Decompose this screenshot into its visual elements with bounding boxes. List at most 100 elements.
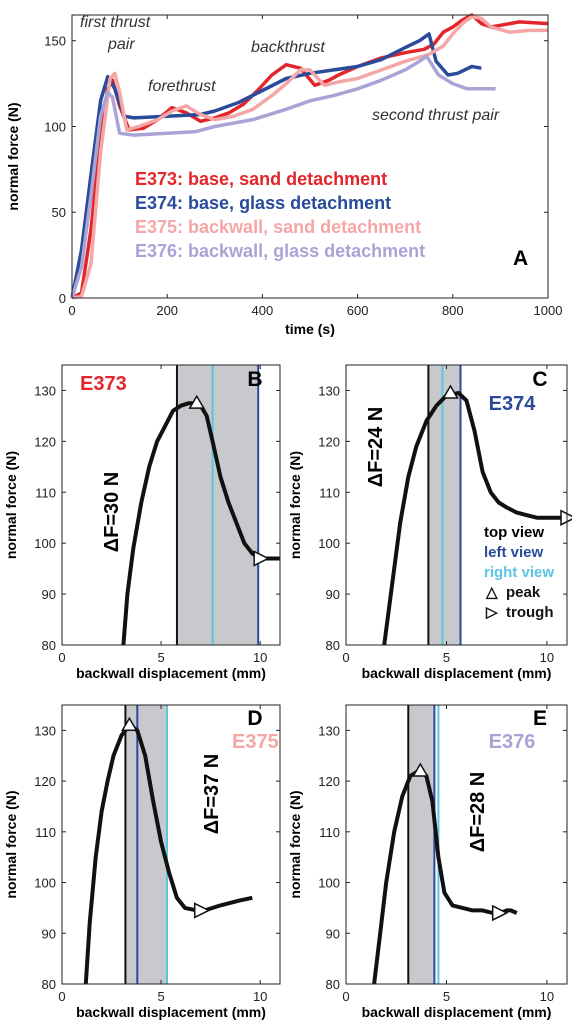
- panel-d: 0 5 10 80 90 100 110 120 130 backwall displacemen…: [3, 704, 281, 1020]
- key-trough-label: trough: [506, 604, 553, 621]
- legend-entry: E376: backwall, glass detachment: [135, 241, 425, 261]
- x-tick-label: 1000: [534, 303, 563, 318]
- x-tick-label: 10: [540, 989, 554, 1004]
- panel-c: 0 5 10 80 90 100 110 120 130 backwall displacemen…: [287, 364, 572, 681]
- force-curve: [382, 391, 567, 646]
- y-tick-label: 90: [326, 587, 340, 602]
- series-line-e376: [70, 54, 496, 299]
- trough-marker: [253, 550, 270, 567]
- experiment-label: E374: [489, 393, 537, 415]
- x-tick-label: 800: [442, 303, 464, 318]
- y-tick-label: 90: [42, 587, 56, 602]
- x-tick-label: 400: [252, 303, 274, 318]
- y-tick-label: 90: [42, 926, 56, 941]
- legend-entry: E375: backwall, sand detachment: [135, 217, 421, 237]
- delta-force-label: ΔF=24 N: [365, 407, 387, 488]
- y-tick-label: 110: [35, 825, 56, 840]
- y-tick-label: 80: [326, 977, 340, 992]
- key-peak-symbol: △: [485, 584, 498, 601]
- y-tick-label: 110: [319, 485, 340, 500]
- y-tick-label: 130: [318, 723, 340, 738]
- y-tick-label: 80: [326, 638, 340, 653]
- y-axis-label: normal force (N): [5, 102, 21, 210]
- key-right-view: right view: [484, 564, 554, 581]
- plot-area: [346, 705, 567, 984]
- force-curve: [83, 723, 253, 985]
- x-tick-label: 10: [253, 989, 267, 1004]
- y-tick-label: 100: [34, 876, 56, 891]
- axes-frame: [61, 364, 281, 646]
- key-peak-label: peak: [506, 584, 541, 601]
- panel-label: A: [513, 247, 528, 270]
- y-tick-label: 130: [34, 723, 56, 738]
- x-tick-label: 5: [443, 989, 450, 1004]
- x-axis-label: time (s): [285, 321, 335, 337]
- plot-area: [72, 15, 548, 298]
- delta-force-label: ΔF=28 N: [467, 772, 489, 853]
- annotation-backthrust: backthrust: [251, 39, 325, 56]
- y-tick-label: 120: [34, 774, 56, 789]
- y-tick-label: 80: [42, 977, 56, 992]
- key-left-view: left view: [484, 544, 544, 561]
- series-line-e375: [71, 14, 548, 300]
- legend-entry: E373: base, sand detachment: [135, 169, 387, 189]
- x-tick-label: 0: [58, 989, 65, 1004]
- delta-force-label: ΔF=30 N: [101, 472, 123, 553]
- annotation-forethrust: forethrust: [148, 78, 216, 95]
- y-tick-label: 100: [34, 536, 56, 551]
- experiment-label: E376: [489, 731, 536, 753]
- trough-marker: [491, 904, 509, 922]
- peak-marker: [188, 394, 206, 409]
- key-top-view: top view: [484, 524, 544, 541]
- key-trough-symbol: ▷: [485, 604, 499, 621]
- y-tick-label: 50: [52, 205, 66, 220]
- annotation-second-thrust-pair: second thrust pair: [372, 107, 500, 124]
- x-axis-label: backwall displacement (mm): [362, 1004, 552, 1020]
- y-tick-label: 120: [318, 774, 340, 789]
- annotation-first-thrust: first thrust: [80, 14, 151, 31]
- panel-label: D: [247, 707, 262, 730]
- axes-frame: [345, 364, 568, 646]
- panel-e: 0 5 10 80 90 100 110 120 130 backwall displacemen…: [287, 704, 568, 1020]
- trough-marker: [193, 902, 211, 919]
- x-tick-label: 0: [58, 650, 65, 665]
- y-tick-label: 100: [318, 876, 340, 891]
- x-tick-label: 0: [342, 989, 349, 1004]
- axes-frame: [61, 704, 281, 985]
- peak-marker: [121, 716, 138, 732]
- x-axis-label: backwall displacement (mm): [76, 665, 266, 681]
- y-tick-label: 100: [44, 119, 66, 134]
- y-tick-label: 80: [42, 638, 56, 653]
- x-tick-label: 5: [157, 989, 164, 1004]
- x-tick-label: 0: [68, 303, 75, 318]
- experiment-label: E373: [80, 373, 127, 395]
- y-tick-label: 110: [319, 825, 340, 840]
- legend-entry: E374: base, glass detachment: [135, 193, 391, 213]
- peak-marker: [412, 762, 429, 777]
- view-window-band: [408, 705, 435, 984]
- y-tick-label: 120: [34, 434, 56, 449]
- y-axis-label: normal force (N): [3, 790, 19, 898]
- y-tick-label: 110: [35, 485, 56, 500]
- delta-force-label: ΔF=37 N: [201, 754, 223, 835]
- y-tick-label: 120: [318, 434, 340, 449]
- peak-marker: [442, 384, 459, 399]
- x-tick-label: 5: [157, 650, 164, 665]
- panel-b: 0 5 10 80 90 100 110 120 130 backwall displacemen…: [3, 364, 281, 681]
- panel-a: 0 200 400 600 800 1000 0 50 100 150 time (s) normal…: [5, 13, 563, 337]
- view-window-band: [176, 365, 259, 645]
- y-axis-label: normal force (N): [3, 451, 19, 559]
- x-tick-label: 10: [253, 650, 267, 665]
- x-tick-label: 200: [156, 303, 178, 318]
- x-tick-label: 10: [540, 650, 554, 665]
- x-tick-label: 5: [443, 650, 450, 665]
- y-tick-label: 90: [326, 926, 340, 941]
- panel-label: C: [532, 368, 547, 391]
- y-tick-label: 130: [34, 383, 56, 398]
- panel-label: E: [533, 707, 547, 730]
- annotation-pair: pair: [107, 36, 135, 53]
- y-tick-label: 0: [59, 291, 66, 306]
- x-axis-label: backwall displacement (mm): [76, 1004, 266, 1020]
- y-tick-label: 130: [318, 383, 340, 398]
